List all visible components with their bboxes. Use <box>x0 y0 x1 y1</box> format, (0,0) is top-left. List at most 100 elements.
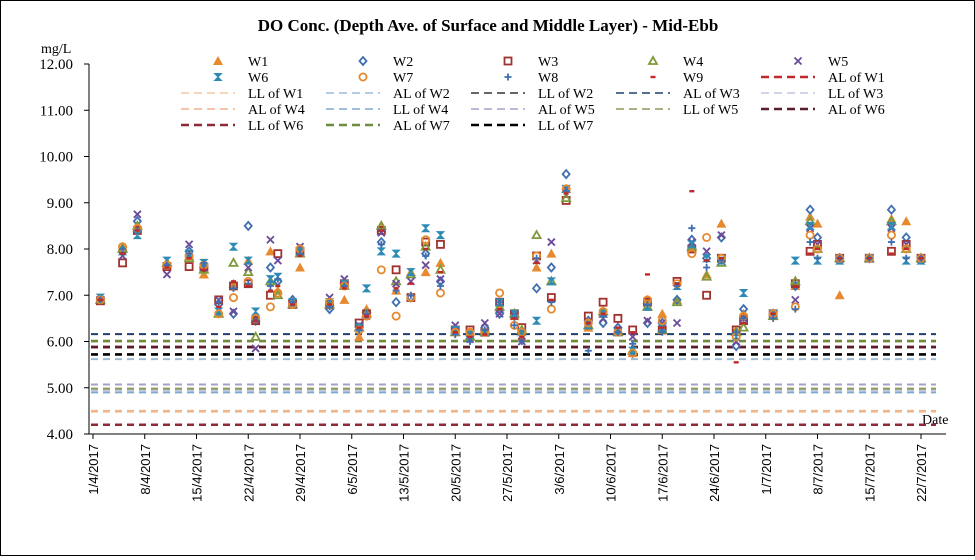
legend-label: LL of W2 <box>538 87 593 102</box>
data-point-w3 <box>598 297 608 307</box>
legend-label: AL of W3 <box>683 87 740 102</box>
data-point-w4 <box>531 229 543 240</box>
legend-item: W8 <box>504 71 558 86</box>
data-point-w8 <box>436 282 444 290</box>
data-point-w1 <box>354 331 365 341</box>
data-point-w8 <box>688 224 696 232</box>
data-point-w7 <box>583 318 593 328</box>
data-point-w8 <box>703 264 711 271</box>
data-point-w8 <box>732 328 740 336</box>
data-point-w6 <box>531 316 542 325</box>
data-point-w9 <box>120 252 126 255</box>
legend-marker-w2 <box>358 55 368 67</box>
legend-marker-w8 <box>504 73 512 81</box>
data-point-w9 <box>482 333 488 336</box>
legend-label: W4 <box>683 55 703 70</box>
data-point-w3 <box>266 290 275 300</box>
legend-item: LL of W3 <box>761 87 883 102</box>
data-point-w8 <box>510 321 518 329</box>
data-point-w7 <box>435 288 445 298</box>
y-tick-label: 4.00 <box>47 427 73 443</box>
data-point-w9 <box>408 282 414 285</box>
x-tick-label: 15/7/2017 <box>862 444 877 502</box>
data-point-w3 <box>273 249 283 259</box>
y-tick-label: 10.00 <box>39 150 73 166</box>
legend-marker-w6 <box>213 73 223 81</box>
x-tick-label: 8/7/2017 <box>811 444 826 495</box>
data-point-w7 <box>265 302 275 312</box>
data-point-w7 <box>509 320 519 330</box>
data-point-w2 <box>531 282 542 294</box>
data-point-w9 <box>792 284 798 288</box>
data-point-w8 <box>643 301 651 308</box>
data-point-w9 <box>356 326 362 329</box>
data-point-w5 <box>628 332 637 342</box>
data-point-w8 <box>629 340 637 348</box>
data-point-w2 <box>546 262 557 273</box>
data-point-w5 <box>495 309 504 318</box>
series-w4 <box>94 192 927 355</box>
data-point-w8 <box>266 282 274 290</box>
data-point-w9 <box>815 247 820 251</box>
data-point-w2 <box>805 204 815 216</box>
data-point-w1 <box>198 269 209 279</box>
data-point-w6 <box>265 275 276 284</box>
data-point-w5 <box>133 210 142 219</box>
legend-item: LL of W2 <box>471 87 593 102</box>
data-point-w8 <box>902 254 910 262</box>
legend-item: W1 <box>213 55 268 70</box>
data-point-w7 <box>273 288 283 298</box>
data-point-w8 <box>496 298 504 306</box>
data-point-w6 <box>435 231 446 240</box>
data-point-w6 <box>546 277 557 286</box>
data-point-w8 <box>814 254 821 262</box>
legend-label: AL of W2 <box>393 87 450 102</box>
data-point-w4 <box>242 266 254 277</box>
legend-label: LL of W5 <box>683 103 738 118</box>
y-tick-label: 7.00 <box>47 288 73 304</box>
data-point-w3 <box>118 258 127 268</box>
data-point-w6 <box>420 224 431 233</box>
data-point-w9 <box>186 257 192 260</box>
series-w8 <box>96 187 925 355</box>
data-point-w7 <box>916 253 926 263</box>
data-point-w9 <box>674 282 680 285</box>
data-points <box>94 168 927 364</box>
legend-item: LL of W4 <box>326 103 448 118</box>
data-point-w9 <box>97 298 103 302</box>
data-point-w5 <box>421 261 430 270</box>
data-point-w5 <box>266 235 275 244</box>
data-point-w7 <box>354 325 364 335</box>
data-point-w2 <box>228 308 239 320</box>
legend-marker-w7 <box>358 72 368 82</box>
legend-label: W6 <box>248 71 268 86</box>
y-tick-label: 6.00 <box>47 335 73 351</box>
data-point-w1 <box>435 257 446 267</box>
data-point-w9 <box>659 326 665 329</box>
data-point-w8 <box>658 328 666 336</box>
data-point-w4 <box>560 192 572 203</box>
data-point-w8 <box>200 259 208 267</box>
chart-title: DO Conc. (Depth Ave. of Surface and Midd… <box>258 16 719 35</box>
data-point-w6 <box>886 221 897 230</box>
data-point-w7 <box>813 244 823 254</box>
data-point-w6 <box>406 268 416 277</box>
data-point-w1 <box>420 267 431 277</box>
data-point-w7 <box>805 230 815 240</box>
legend-marker-w3 <box>503 56 513 66</box>
data-point-w9 <box>437 270 443 274</box>
series-w1 <box>95 183 926 358</box>
x-tick-label: 24/6/2017 <box>707 444 722 502</box>
data-point-w7 <box>886 230 896 240</box>
data-point-w8 <box>466 338 474 345</box>
data-point-w8 <box>481 326 489 334</box>
data-point-w1 <box>716 218 727 228</box>
legend-label: W5 <box>828 55 848 70</box>
data-point-w4 <box>250 331 262 341</box>
data-point-w9 <box>253 319 259 322</box>
data-point-w5 <box>643 316 652 325</box>
data-point-w8 <box>185 250 193 258</box>
data-point-w4 <box>671 296 683 307</box>
legend-label: AL of W7 <box>393 119 450 134</box>
x-tick-label: 3/6/2017 <box>552 444 567 495</box>
